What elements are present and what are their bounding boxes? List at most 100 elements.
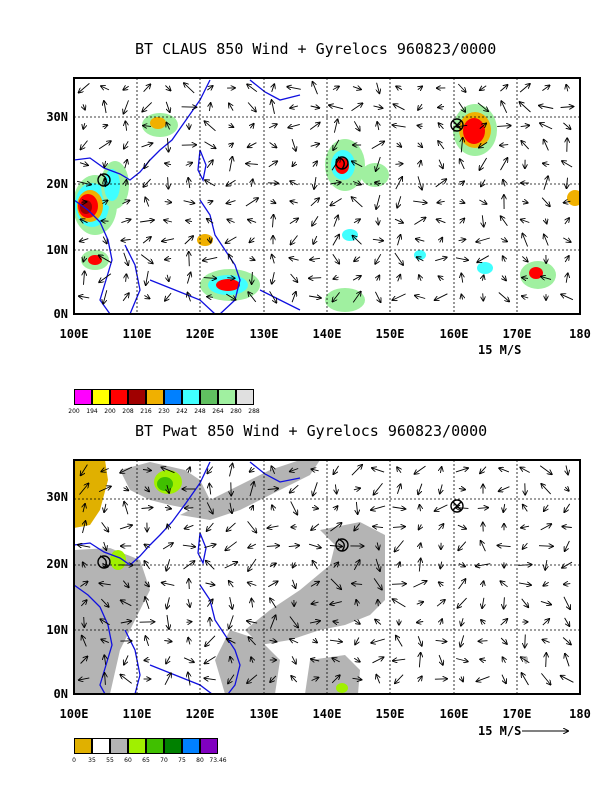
wind-vector <box>415 296 425 299</box>
wind-vector <box>167 275 169 281</box>
wind-vector <box>229 615 234 628</box>
wind-vector <box>564 504 569 512</box>
wind-vector <box>166 102 170 112</box>
wind-vector <box>544 176 548 190</box>
wind-vector <box>522 673 529 685</box>
wind-vector <box>103 290 107 304</box>
wind-vector <box>184 561 195 569</box>
wind-vector <box>251 179 253 187</box>
wind-vector <box>567 178 568 189</box>
wind-vector <box>374 483 383 494</box>
wind-vector <box>333 86 339 89</box>
wind-vector <box>456 258 468 260</box>
panel2-gyre-markers <box>98 500 463 568</box>
wind-vector <box>78 545 90 547</box>
wind-vector <box>333 277 338 279</box>
wind-vector <box>521 141 528 149</box>
wind-vector <box>124 100 129 113</box>
wind-vector <box>146 271 149 285</box>
wind-vector <box>395 219 403 223</box>
wind-vector <box>501 239 507 242</box>
wind-vector <box>481 620 485 624</box>
legend-tick-label: 0 <box>72 757 76 764</box>
wind-vector <box>456 659 468 662</box>
wind-vector <box>210 618 211 627</box>
legend-swatch <box>164 738 182 754</box>
wind-vector <box>395 541 404 552</box>
wind-vector <box>230 597 233 609</box>
wind-vector <box>525 635 526 648</box>
wind-vector <box>541 524 552 530</box>
wind-vector <box>544 235 548 246</box>
legend-swatch <box>146 738 164 754</box>
wind-vector <box>392 294 405 300</box>
panel1-lat-20n: 20N <box>38 177 68 191</box>
wind-vector <box>413 581 426 587</box>
wind-vector <box>187 622 192 623</box>
wind-vector <box>438 107 444 108</box>
wind-vector <box>185 236 193 244</box>
wind-vector <box>437 219 446 222</box>
wind-vector <box>522 296 528 298</box>
wind-vector <box>377 275 380 280</box>
wind-vector <box>248 583 257 586</box>
wind-vector <box>311 106 320 108</box>
wind-vector <box>419 525 422 530</box>
wind-vector <box>522 256 527 261</box>
wind-vector <box>162 239 174 242</box>
wind-vector <box>396 86 402 89</box>
panel2-lat-20n: 20N <box>38 557 68 571</box>
wind-vector <box>312 507 318 508</box>
wind-vector <box>123 293 129 301</box>
wind-vector <box>393 659 405 661</box>
wind-vector <box>309 278 321 279</box>
wind-vector <box>269 124 277 128</box>
wind-vector <box>188 178 190 188</box>
legend-tick-label: 73.46 <box>209 757 226 764</box>
wind-vector <box>207 297 213 298</box>
wind-vector <box>458 525 466 529</box>
wind-vector <box>374 106 383 108</box>
wind-vector <box>418 484 422 495</box>
wind-vector <box>539 106 553 109</box>
wind-vector <box>566 273 568 282</box>
wind-vector <box>353 87 361 90</box>
wind-vector <box>144 296 149 299</box>
legend-swatch <box>236 389 254 405</box>
wind-vector <box>207 86 212 90</box>
legend-swatch <box>218 389 236 405</box>
wind-vector <box>143 237 151 243</box>
wind-vector <box>420 505 421 511</box>
wind-vector <box>542 640 549 643</box>
wind-vector <box>458 84 465 92</box>
wind-vector <box>479 158 486 170</box>
wind-vector <box>563 238 570 242</box>
wind-vector <box>371 639 385 643</box>
wind-vector <box>207 160 213 168</box>
wind-vector <box>104 101 106 113</box>
legend-tick-label: 248 <box>194 408 205 415</box>
wind-vector <box>565 541 570 551</box>
wind-vector <box>460 635 463 646</box>
wind-vector <box>81 141 88 150</box>
panel2-pwat-field <box>74 460 528 694</box>
wind-vector <box>439 276 444 280</box>
wind-vector <box>418 104 422 110</box>
wind-vector <box>354 620 360 624</box>
wind-vector <box>203 257 217 260</box>
legend-tick-label: 200 <box>68 408 79 415</box>
wind-vector <box>144 660 149 661</box>
wind-vector <box>481 541 486 551</box>
wind-vector <box>269 161 277 167</box>
wind-vector <box>562 527 572 528</box>
wind-vector <box>563 123 570 129</box>
wind-vector <box>144 160 150 168</box>
wind-vector <box>101 86 109 90</box>
wind-vector <box>503 256 506 262</box>
wind-vector <box>291 501 298 514</box>
wind-vector <box>354 257 360 261</box>
wind-vector <box>521 220 530 223</box>
wind-vector <box>246 198 258 206</box>
wind-vector <box>80 163 88 166</box>
wind-vector <box>227 180 236 186</box>
